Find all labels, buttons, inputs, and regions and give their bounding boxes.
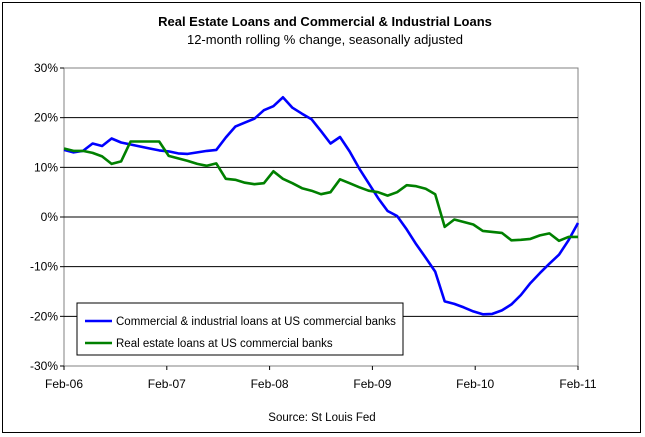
- y-tick-label: -10%: [30, 260, 58, 274]
- x-tick-label: Feb-06: [45, 377, 83, 391]
- y-tick-label: 20%: [34, 111, 58, 125]
- legend-box: [76, 302, 404, 356]
- source-note: Source: St Louis Fed: [268, 412, 375, 424]
- legend-label-real-estate-loans: Real estate loans at US commercial banks: [116, 338, 333, 350]
- x-tick-label: Feb-08: [251, 377, 289, 391]
- x-tick-label: Feb-11: [559, 377, 596, 391]
- y-tick-label: -20%: [30, 309, 58, 323]
- x-tick-label: Feb-09: [353, 377, 391, 391]
- y-tick-label: 30%: [34, 61, 58, 75]
- series-line-real-estate-loans: [63, 140, 578, 243]
- y-tick-label: 0%: [41, 210, 59, 224]
- y-tick-label: -30%: [30, 359, 58, 373]
- y-tick-label: 10%: [34, 160, 58, 174]
- chart-subtitle: 12-month rolling % change, seasonally ad…: [187, 32, 463, 47]
- series-line-ci-loans: [63, 96, 580, 316]
- chart-title: Real Estate Loans and Commercial & Indus…: [158, 14, 492, 29]
- legend-label-ci-loans: Commercial & industrial loans at US comm…: [116, 316, 396, 328]
- x-tick-label: Feb-07: [148, 377, 186, 391]
- x-tick-label: Feb-10: [456, 377, 494, 391]
